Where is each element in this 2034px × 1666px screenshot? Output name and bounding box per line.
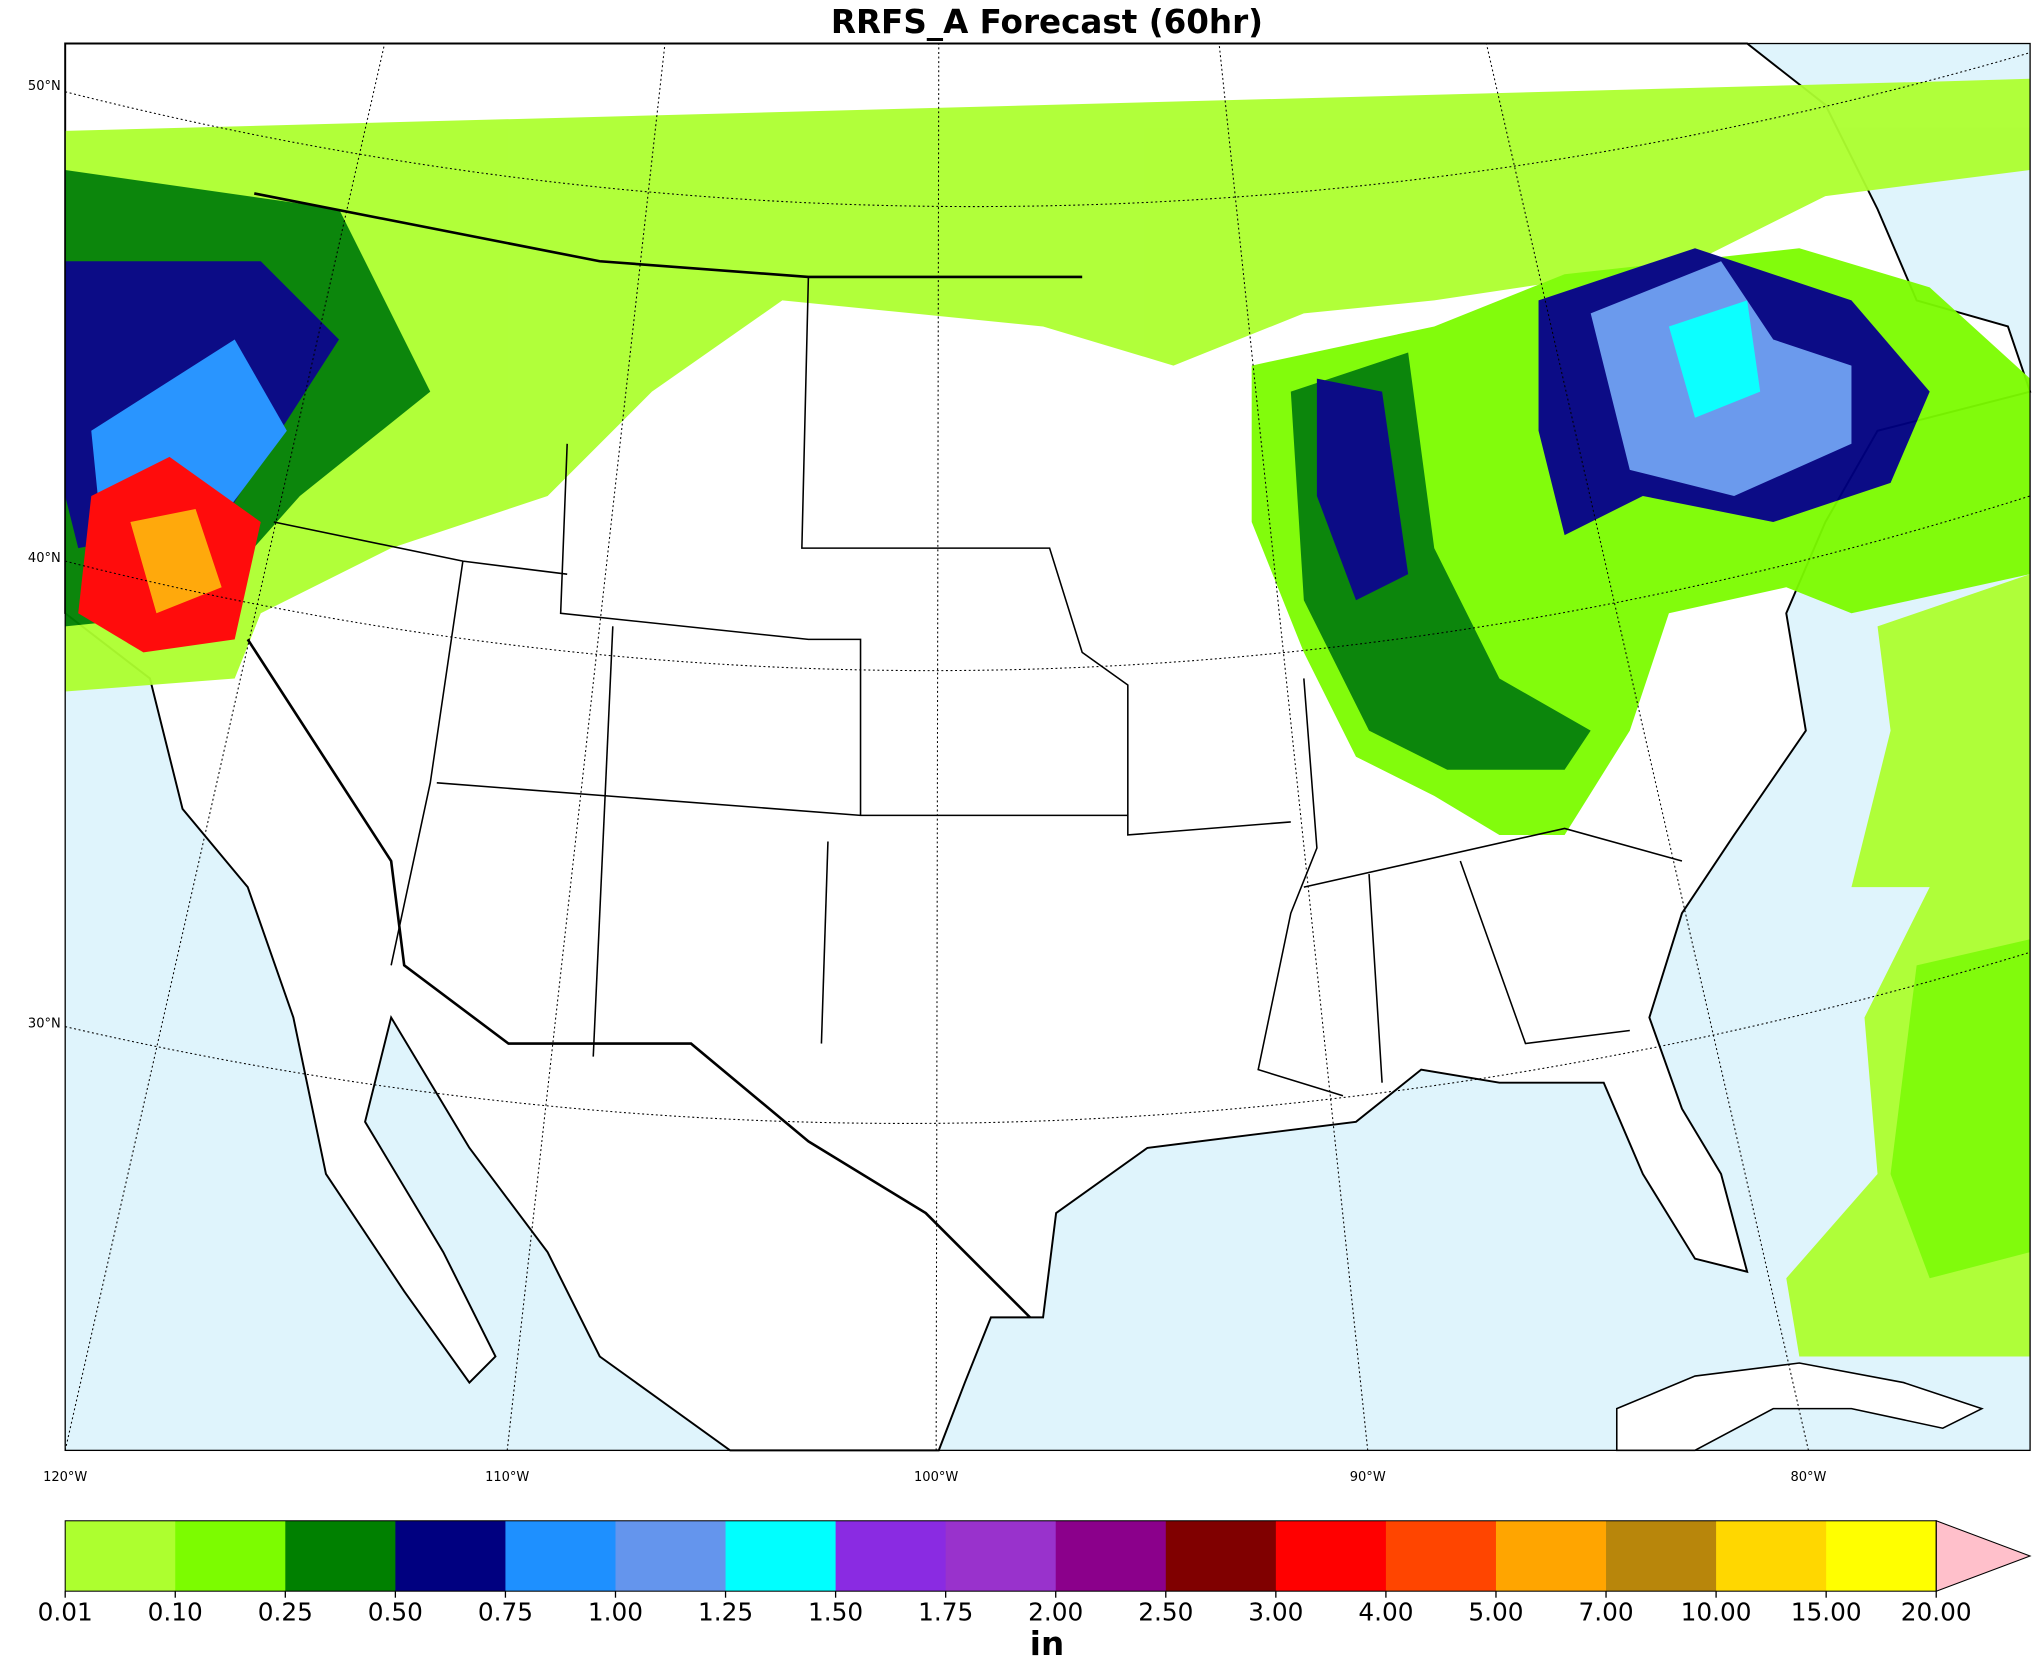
colorbar-segment (725, 1520, 837, 1592)
colorbar-tick-label: 1.75 (918, 1597, 973, 1626)
colorbar-segment (835, 1520, 947, 1592)
longitude-labels: 120°W 110°W 100°W 90°W 80°W (43, 1470, 1826, 1485)
longitude-label: 100°W (914, 1470, 958, 1485)
borders (246, 192, 1683, 1319)
longitude-label: 90°W (1350, 1470, 1386, 1485)
colorbar-tick-label: 2.50 (1138, 1597, 1193, 1626)
colorbar-segment (285, 1520, 397, 1592)
latitude-label: 30°N (28, 1017, 61, 1032)
colorbar-tick-label: 0.25 (258, 1597, 313, 1626)
colorbar-tick-label: 1.00 (588, 1597, 643, 1626)
latitude-label: 40°N (28, 551, 61, 566)
colorbar-tick-label: 0.75 (478, 1597, 533, 1626)
colorbar-tick-label: 15.00 (1791, 1597, 1862, 1626)
colorbar-tick-label: 10.00 (1681, 1597, 1752, 1626)
graticule (64, 43, 2031, 1451)
latitude-label: 50°N (28, 79, 61, 94)
colorbar-segment (1055, 1520, 1167, 1592)
colorbar-segment (395, 1520, 507, 1592)
colorbar-tick-label: 4.00 (1358, 1597, 1413, 1626)
colorbar-segment (1716, 1520, 1827, 1592)
colorbar-tick-label: 0.10 (148, 1597, 203, 1626)
colorbar-tick-label: 1.50 (808, 1597, 863, 1626)
colorbar-tick-label: 1.25 (698, 1597, 753, 1626)
colorbar-segment (1606, 1520, 1717, 1592)
colorbar-segment (1826, 1520, 1937, 1592)
colorbar-unit-label: in (1030, 1625, 1064, 1663)
colorbar-tick-label: 0.50 (368, 1597, 423, 1626)
colorbar-tick-label: 5.00 (1468, 1597, 1523, 1626)
map-title: RRFS_A Forecast (60hr) (831, 3, 1263, 41)
colorbar-segment (1385, 1520, 1497, 1592)
colorbar: 0.01 0.10 0.25 0.50 0.75 1.00 1.25 1.50 1.75 2.00… (38, 1520, 2032, 1663)
colorbar-segment (945, 1520, 1057, 1592)
colorbar-extension (1935, 1520, 2032, 1592)
longitude-label: 110°W (485, 1470, 529, 1485)
colorbar-segment (505, 1520, 617, 1592)
colorbar-tick-label: 20.00 (1901, 1597, 1972, 1626)
colorbar-segment (175, 1520, 286, 1592)
colorbar-tick-label: 3.00 (1248, 1597, 1303, 1626)
precipitation (65, 78, 2031, 1357)
longitude-label: 80°W (1790, 1470, 1826, 1485)
colorbar-segment (615, 1520, 727, 1592)
colorbar-segment (65, 1520, 176, 1592)
colorbar-segment (1275, 1520, 1387, 1592)
colorbar-tick-label: 7.00 (1578, 1597, 1633, 1626)
map-border (64, 42, 2031, 1452)
colorbar-tick-label: 2.00 (1028, 1597, 1083, 1626)
colorbar-segment (1165, 1520, 1277, 1592)
colorbar-segment (1495, 1520, 1607, 1592)
colorbar-tick-label: 0.01 (38, 1597, 93, 1626)
colorbar-outline (64, 1520, 1937, 1592)
map-frame (64, 42, 2032, 1452)
latitude-labels: 50°N 40°N 30°N (28, 79, 61, 1031)
longitude-label: 120°W (43, 1470, 87, 1485)
